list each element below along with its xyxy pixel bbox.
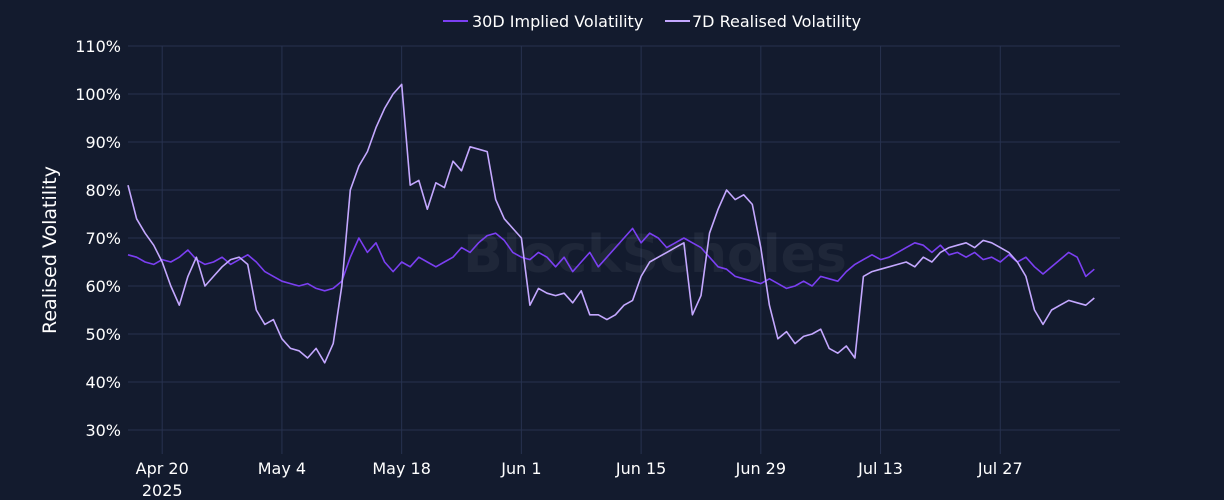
y-tick-label: 30% [85,421,121,440]
series-line-realised-volatility [127,83,1095,364]
y-tick-label: 70% [85,229,121,248]
x-tick-year-label: 2025 [142,481,183,500]
series-lines [127,83,1095,364]
watermark-text: BlockScholes [463,225,847,285]
legend-label: 7D Realised Volatility [692,12,861,31]
x-tick-label: Apr 20 [136,459,189,478]
y-tick-label: 50% [85,325,121,344]
y-tick-label: 90% [85,133,121,152]
y-tick-label: 100% [75,85,121,104]
x-tick-label: Jun 15 [615,459,666,478]
x-tick-label: May 4 [258,459,306,478]
y-tick-label: 80% [85,181,121,200]
y-axis-title: Realised Volatility [39,166,61,334]
x-tick-label: Jul 27 [977,459,1023,478]
legend: 30D Implied Volatility 7D Realised Volati… [443,12,861,31]
x-tick-label: Jun 1 [500,459,541,478]
series-line-implied-volatility [127,227,1095,292]
legend-label: 30D Implied Volatility [472,12,643,31]
y-tick-label: 40% [85,373,121,392]
x-tick-label: Jun 29 [735,459,786,478]
y-axis-ticks: 30% 40% 50% 60% 70% 80% 90% 100% 110% [75,37,121,440]
x-tick-label: Jul 13 [857,459,903,478]
x-tick-label: May 18 [372,459,431,478]
y-tick-label: 110% [75,37,121,56]
y-tick-label: 60% [85,277,121,296]
x-axis-ticks: Apr 20 May 4 May 18 Jun 1 Jun 15 Jun 29 Jul 13… [136,459,1023,500]
